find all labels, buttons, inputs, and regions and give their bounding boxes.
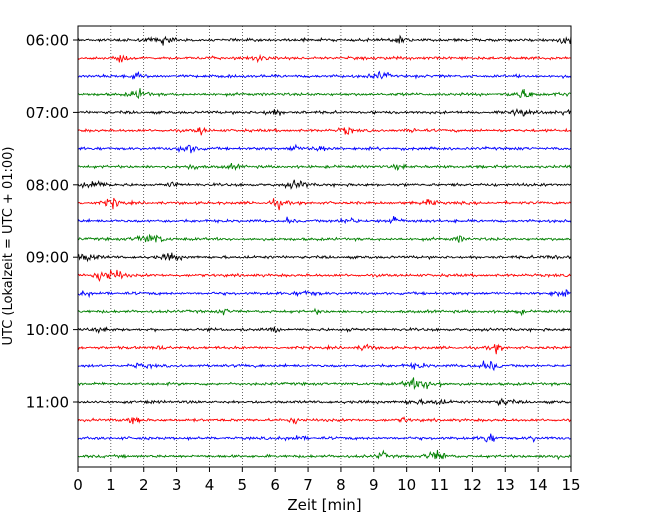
trace-0930 bbox=[77, 289, 572, 299]
y-tick-label: 07:00 bbox=[26, 104, 69, 122]
y-tick-label: 10:00 bbox=[26, 321, 69, 339]
x-tick-label: 6 bbox=[270, 476, 280, 494]
y-axis-ticks: 06:00 07:00 08:00 09:00 10:00 11:00 bbox=[26, 32, 78, 412]
trace-0915 bbox=[77, 269, 572, 282]
x-tick-label: 4 bbox=[205, 476, 215, 494]
x-tick-label: 5 bbox=[238, 476, 248, 494]
x-tick-label: 3 bbox=[172, 476, 182, 494]
y-axis-title: UTC (Lokalzeit = UTC + 01:00) bbox=[1, 147, 16, 346]
trace-0730 bbox=[77, 143, 572, 154]
x-tick-label: 13 bbox=[496, 476, 515, 494]
trace-1130 bbox=[77, 433, 572, 443]
seismogram-traces bbox=[77, 34, 572, 461]
trace-0715 bbox=[77, 126, 572, 136]
trace-0600 bbox=[77, 34, 572, 46]
x-tick-label: 7 bbox=[303, 476, 313, 494]
trace-1000 bbox=[77, 326, 572, 335]
trace-1145 bbox=[77, 449, 572, 461]
trace-1100 bbox=[77, 397, 571, 407]
x-axis-ticks: 0 1 2 3 4 5 6 7 8 9 10 11 12 13 14 15 bbox=[73, 467, 581, 494]
x-tick-label: 9 bbox=[369, 476, 379, 494]
trace-0830 bbox=[77, 215, 572, 225]
trace-1045 bbox=[77, 377, 572, 391]
x-tick-label: 2 bbox=[139, 476, 149, 494]
trace-0700 bbox=[77, 108, 572, 117]
x-axis-title: Zeit [min] bbox=[287, 496, 361, 514]
trace-1115 bbox=[77, 416, 572, 425]
y-tick-label: 11:00 bbox=[26, 394, 69, 412]
trace-0845 bbox=[77, 233, 572, 243]
trace-0645 bbox=[77, 88, 572, 100]
y-tick-label: 06:00 bbox=[26, 32, 69, 50]
x-tick-label: 15 bbox=[561, 476, 580, 494]
trace-0900 bbox=[77, 252, 572, 263]
y-tick-label: 08:00 bbox=[26, 176, 69, 194]
x-tick-label: 11 bbox=[430, 476, 449, 494]
y-tick-label: 09:00 bbox=[26, 249, 69, 267]
trace-0800 bbox=[77, 179, 572, 190]
x-tick-label: 1 bbox=[106, 476, 116, 494]
trace-0745 bbox=[77, 162, 572, 171]
x-tick-label: 10 bbox=[397, 476, 416, 494]
x-tick-label: 0 bbox=[73, 476, 83, 494]
trace-0615 bbox=[77, 53, 572, 64]
x-tick-label: 12 bbox=[463, 476, 482, 494]
plot-frame bbox=[77, 25, 572, 468]
trace-0630 bbox=[77, 70, 572, 80]
trace-0815 bbox=[77, 197, 572, 211]
x-tick-label: 8 bbox=[336, 476, 346, 494]
trace-0945 bbox=[77, 307, 572, 317]
trace-1030 bbox=[77, 360, 572, 372]
trace-1015 bbox=[77, 343, 572, 355]
x-tick-label: 14 bbox=[529, 476, 548, 494]
